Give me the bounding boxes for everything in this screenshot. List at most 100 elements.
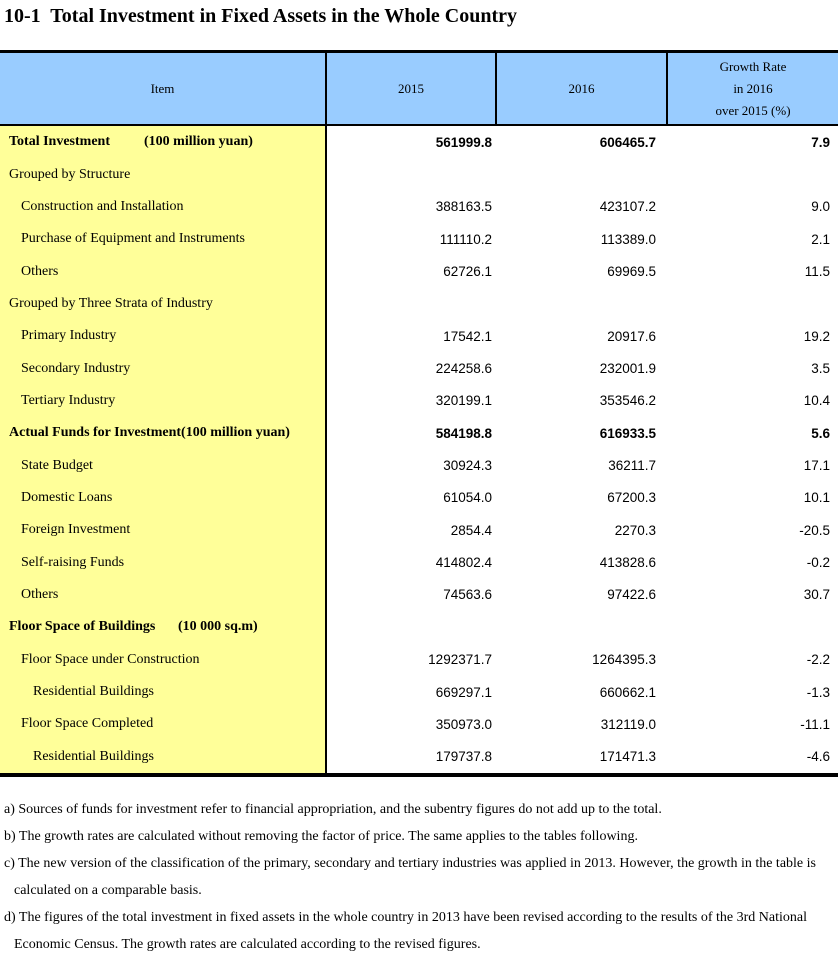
growth-header-line: in 2016 [733,80,773,96]
cell-growth-rate [668,288,838,320]
row-unit: (100 million yuan) [144,134,253,150]
cell-2015: 30924.3 [443,458,492,474]
table-row: Others 62726.1 69969.5 11.5 [0,255,838,288]
cell-growth-rate: 30.7 [803,587,830,603]
cell-2016 [497,611,668,643]
cell-2015: 62726.1 [443,264,492,280]
row-label: Total Investment [9,134,110,150]
table-header-row: Item 2015 2016 Growth Rate in 2016 over … [0,53,838,126]
row-label: Primary Industry [21,328,117,344]
row-label: Actual Funds for Investment(100 million … [9,425,290,441]
table-row: Primary Industry 17542.1 20917.6 19.2 [0,320,838,353]
cell-2016: 616933.5 [599,425,656,441]
cell-2016: 660662.1 [599,684,656,700]
table-row: Purchase of Equipment and Instruments 111… [0,223,838,256]
cell-2015: 2854.4 [450,522,492,538]
table-row: Secondary Industry 224258.6 232001.9 3.5 [0,352,838,385]
row-item-cell: Purchase of Equipment and Instruments [0,223,327,256]
footnote-line: d) The figures of the total investment i… [4,910,807,925]
cell-2016: 36211.7 [608,458,656,474]
cell-growth-rate: 10.1 [803,490,830,506]
col-header-2015: 2015 [327,53,497,124]
cell-growth-rate [668,611,838,643]
cell-2016: 113389.0 [600,231,656,247]
row-item-cell: Self-raising Funds [0,546,327,579]
cell-growth-rate: 3.5 [811,361,830,377]
table-row: Residential Buildings 179737.8 171471.3 -4.… [0,740,838,773]
table-row: Floor Space of Buildings (10 000 sq.m) [0,611,838,644]
row-unit: (10 000 sq.m) [178,619,258,635]
cell-growth-rate: 11.5 [804,264,830,280]
row-item-cell: State Budget [0,449,327,482]
cell-2016: 1264395.3 [592,652,656,668]
cell-growth-rate: -4.6 [806,749,830,765]
cell-2015 [327,158,497,190]
cell-2016: 232001.9 [599,361,656,377]
table-row: Residential Buildings 669297.1 660662.1 -1.… [0,675,838,709]
cell-2015: 350973.0 [435,716,492,732]
row-item-cell: Tertiary Industry [0,384,327,418]
cell-growth-rate: 9.0 [811,199,830,215]
footnote-line: Economic Census. The growth rates are ca… [14,937,481,952]
growth-header-line: over 2015 (%) [715,102,791,118]
growth-header-line: Growth Rate [719,58,787,74]
table-row: Actual Funds for Investment(100 million … [0,417,838,450]
footnotes: a) Sources of funds for investment refer… [0,796,838,958]
cell-2015: 669297.1 [435,684,492,700]
row-label: Residential Buildings [33,684,154,700]
row-label: Tertiary Industry [21,392,116,408]
cell-2015: 320199.1 [435,393,492,409]
row-label: Floor Space under Construction [21,651,200,667]
footnote-line: c) The new version of the classification… [4,856,816,871]
table-row: Grouped by Three Strata of Industry [0,287,838,321]
cell-2016: 606465.7 [599,134,656,150]
row-label: Others [21,586,59,602]
row-item-cell: Residential Buildings [0,675,327,709]
row-label: Others [21,263,59,279]
footnote-line: calculated on a comparable basis. [14,883,202,898]
cell-growth-rate: 19.2 [803,328,830,344]
row-item-cell: Construction and Installation [0,190,327,224]
cell-2015: 111110.2 [439,231,492,247]
cell-2016: 312119.0 [600,716,656,732]
table-row: Total Investment (100 million yuan) 561999… [0,126,838,159]
row-item-cell: Actual Funds for Investment(100 million … [0,417,327,450]
cell-2015 [327,288,497,320]
row-label: Self-raising Funds [21,554,125,570]
row-item-cell: Residential Buildings [0,740,327,773]
cell-growth-rate [668,158,838,190]
row-item-cell: Floor Space under Construction [0,643,327,676]
cell-2016: 97422.6 [607,587,656,603]
row-item-cell: Total Investment (100 million yuan) [0,126,327,159]
cell-2015: 414802.4 [435,555,492,571]
investment-table: Item 2015 2016 Growth Rate in 2016 over … [0,50,838,777]
cell-2015: 179737.8 [435,749,492,765]
table-row: Self-raising Funds 414802.4 413828.6 -0.2 [0,546,838,579]
cell-growth-rate: -2.2 [806,652,830,668]
row-label: Floor Space Completed [21,716,154,732]
row-item-cell: Grouped by Three Strata of Industry [0,287,327,321]
cell-2016: 20917.6 [607,328,656,344]
row-item-cell: Floor Space Completed [0,708,327,741]
row-label: Purchase of Equipment and Instruments [21,231,245,247]
row-label: Construction and Installation [21,198,184,214]
row-item-cell: Others [0,578,327,612]
table-row: State Budget 30924.3 36211.7 17.1 [0,449,838,482]
cell-growth-rate: 17.1 [803,458,830,474]
row-label: State Budget [21,457,93,473]
table-row: Domestic Loans 61054.0 67200.3 10.1 [0,481,838,515]
row-item-cell: Secondary Industry [0,352,327,385]
cell-2015: 584198.8 [435,425,492,441]
cell-2015 [327,611,497,643]
row-item-cell: Primary Industry [0,320,327,353]
footnote-line: b) The growth rates are calculated witho… [4,829,638,844]
cell-growth-rate: 10.4 [803,393,830,409]
row-label: Residential Buildings [33,748,154,764]
row-item-cell: Others [0,255,327,288]
row-label: Domestic Loans [21,489,113,505]
cell-2015: 224258.6 [435,361,492,377]
row-item-cell: Floor Space of Buildings (10 000 sq.m) [0,611,327,644]
footnote-line: a) Sources of funds for investment refer… [4,802,662,817]
cell-2016: 353546.2 [599,393,656,409]
cell-2016: 69969.5 [607,264,656,280]
